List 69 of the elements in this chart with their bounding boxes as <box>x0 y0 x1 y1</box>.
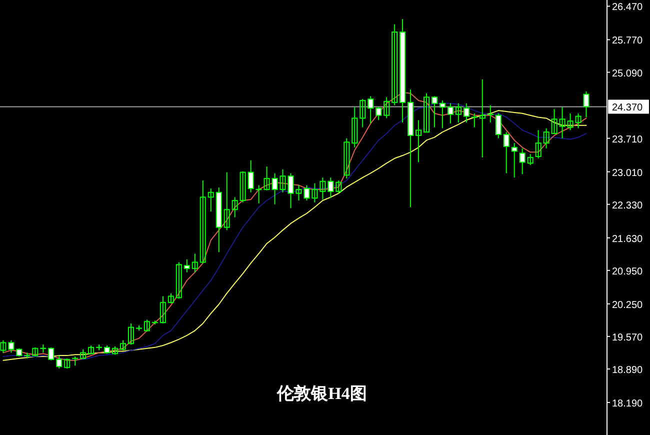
candlestick <box>503 132 510 174</box>
candlestick <box>543 128 550 149</box>
candlestick <box>344 138 350 179</box>
candlestick <box>312 182 318 203</box>
candlestick <box>8 340 14 354</box>
candlestick <box>288 172 294 209</box>
candlestick <box>208 188 214 212</box>
candlestick <box>352 106 358 148</box>
candlestick <box>439 100 446 129</box>
candlestick <box>447 102 454 124</box>
candlestick <box>184 258 190 273</box>
ref-line-label: 24.370 <box>612 102 644 114</box>
candlestick <box>583 90 590 118</box>
candlestick <box>120 340 126 351</box>
candlestick <box>423 92 430 133</box>
candlestick <box>248 160 254 193</box>
y-tick-label: 20.950 <box>612 266 644 278</box>
y-tick-label: 25.090 <box>612 68 644 80</box>
candlestick <box>535 130 542 159</box>
candlestick <box>336 180 342 194</box>
y-tick-label: 18.190 <box>612 398 644 410</box>
candlestick <box>470 112 478 128</box>
candlestick <box>551 108 558 134</box>
y-tick-label: 23.710 <box>612 134 644 146</box>
candlestick <box>296 184 302 202</box>
candlestick <box>160 296 166 324</box>
candlestick <box>56 355 62 369</box>
candlestick <box>368 96 374 124</box>
candlestick <box>320 177 326 200</box>
candlestick <box>455 102 462 124</box>
candlestick <box>224 172 230 231</box>
candlestick <box>376 106 382 121</box>
candlestick <box>304 184 310 202</box>
candlestick <box>479 78 486 158</box>
candlestick <box>80 348 86 359</box>
candlestick <box>64 358 70 369</box>
text: 伦敦银H4图 <box>276 384 367 403</box>
candlestick <box>416 120 422 163</box>
y-tick-label: 18.890 <box>612 364 644 376</box>
candlestick <box>168 292 174 304</box>
candlestick <box>511 142 518 178</box>
y-tick-label: 23.010 <box>612 168 644 179</box>
candlestick <box>240 170 246 203</box>
y-tick-label: 26.470 <box>612 2 644 14</box>
candlestick <box>0 340 6 354</box>
candlestick <box>328 177 334 199</box>
candlestick <box>431 96 438 128</box>
candlestick <box>280 168 286 193</box>
candlestick <box>144 319 150 332</box>
candlestick <box>392 24 398 106</box>
y-tick-label: 25.770 <box>612 36 644 47</box>
candlestick <box>232 196 238 218</box>
candlestick <box>384 96 390 119</box>
candlestick <box>519 148 526 175</box>
candlestick <box>176 262 182 300</box>
y-tick-label: 21.630 <box>612 234 644 245</box>
candlestick <box>463 102 470 124</box>
y-tick-label: 22.330 <box>612 200 644 212</box>
candlestick <box>48 346 54 361</box>
y-tick-label: 19.570 <box>612 332 644 344</box>
candlestick <box>32 346 38 358</box>
candlestick <box>495 112 502 139</box>
candlestick <box>360 98 366 128</box>
candlestick <box>527 154 534 166</box>
candlestick <box>200 180 206 264</box>
y-tick-label: 20.250 <box>612 300 644 311</box>
candlestick <box>128 323 134 346</box>
candlestick <box>192 253 198 273</box>
candlestick <box>559 106 566 139</box>
